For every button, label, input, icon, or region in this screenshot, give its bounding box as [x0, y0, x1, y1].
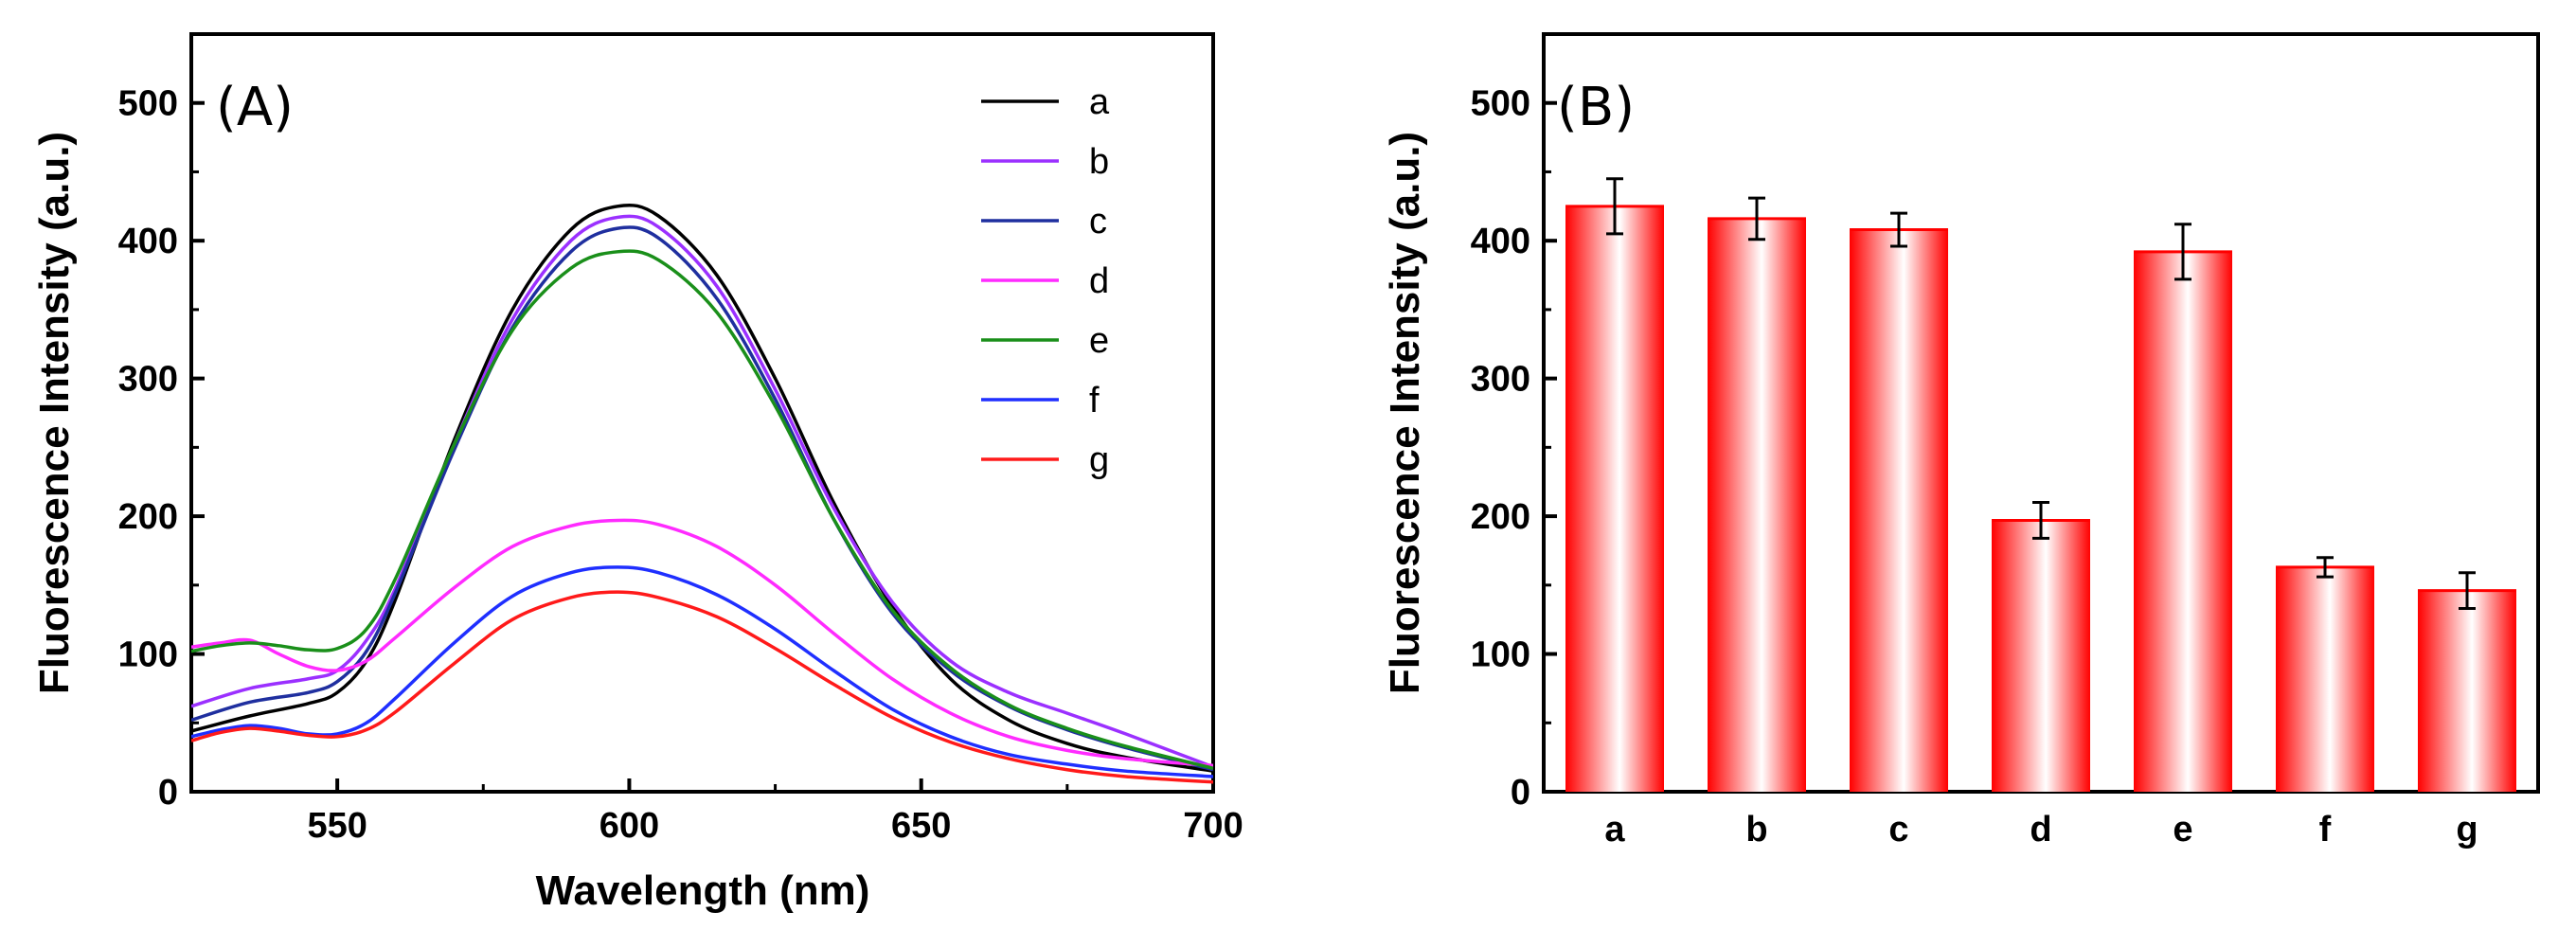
series-line-a: [191, 203, 1213, 773]
bar-f: [2276, 566, 2374, 792]
legend-label-e: e: [1089, 321, 1109, 361]
x-tick-label-c: c: [1888, 810, 1908, 850]
bar-e: [2134, 251, 2232, 792]
bar-d: [1992, 520, 2090, 792]
x-tick-label-a: 550: [307, 806, 367, 846]
bar-g: [2418, 590, 2516, 792]
panel-a: 550 600 650 700 0 100 200 300 400 500 (A) abcdefg…: [31, 32, 1243, 914]
y-tick-label-a: 500: [118, 84, 178, 124]
series-line-b: [191, 214, 1213, 769]
y-tick-label-a: 400: [118, 222, 178, 261]
y-tick-label-b: 300: [1471, 360, 1530, 400]
y-tick-label-a: 300: [118, 360, 178, 400]
panel-label-b: (B): [1557, 77, 1635, 138]
legend-label-g: g: [1089, 440, 1109, 480]
x-tick-label-d: d: [2030, 810, 2051, 850]
x-tick-label-g: g: [2456, 810, 2478, 850]
y-tick-label-b: 400: [1471, 222, 1530, 261]
y-tick-label-a: 200: [118, 497, 178, 537]
legend-label-f: f: [1089, 381, 1100, 420]
bar-b: [1708, 218, 1806, 793]
x-tick-label-a: 700: [1183, 806, 1243, 846]
x-axis-title-a: Wavelength (nm): [536, 867, 870, 914]
bar-c: [1850, 229, 1948, 792]
line-series-group: [191, 203, 1213, 784]
plot-frame-a: [189, 32, 1215, 794]
x-tick-label-b: b: [1745, 810, 1767, 850]
legend-label-d: d: [1089, 261, 1109, 301]
x-tick-label-f: f: [2319, 810, 2332, 850]
x-tick-label-a: 600: [599, 806, 659, 846]
y-tick-label-b: 500: [1471, 84, 1530, 124]
x-tick-label-e: e: [2173, 810, 2192, 850]
y-axis-title-a: Fluorescence Intensity (a.u.): [31, 132, 78, 694]
y-axis-title-b: Fluorescence Intensity (a.u.): [1382, 132, 1428, 694]
axis-a: 550 600 650 700 0 100 200 300 400 500: [118, 84, 1243, 846]
legend-label-a: a: [1089, 82, 1110, 122]
legend-label-b: b: [1089, 142, 1109, 182]
series-line-g: [191, 590, 1213, 784]
bar-a: [1565, 206, 1664, 792]
y-tick-label-a: 0: [158, 773, 178, 813]
y-tick-label-a: 100: [118, 635, 178, 675]
panel-b: 0 100 200 300 400 500 a b c d e f g (B) Fluorescence…: [1382, 32, 2540, 850]
series-line-d: [191, 518, 1213, 768]
series-line-e: [191, 249, 1213, 770]
legend-label-c: c: [1089, 202, 1107, 241]
y-tick-label-b: 0: [1511, 773, 1530, 813]
y-tick-label-b: 100: [1471, 635, 1530, 675]
bar-group: [1565, 177, 2516, 793]
series-line-f: [191, 565, 1213, 778]
x-tick-label-a: a: [1604, 810, 1625, 850]
panel-label-a: (A): [216, 77, 294, 138]
y-tick-label-b: 200: [1471, 497, 1530, 537]
x-tick-label-a: 650: [891, 806, 951, 846]
